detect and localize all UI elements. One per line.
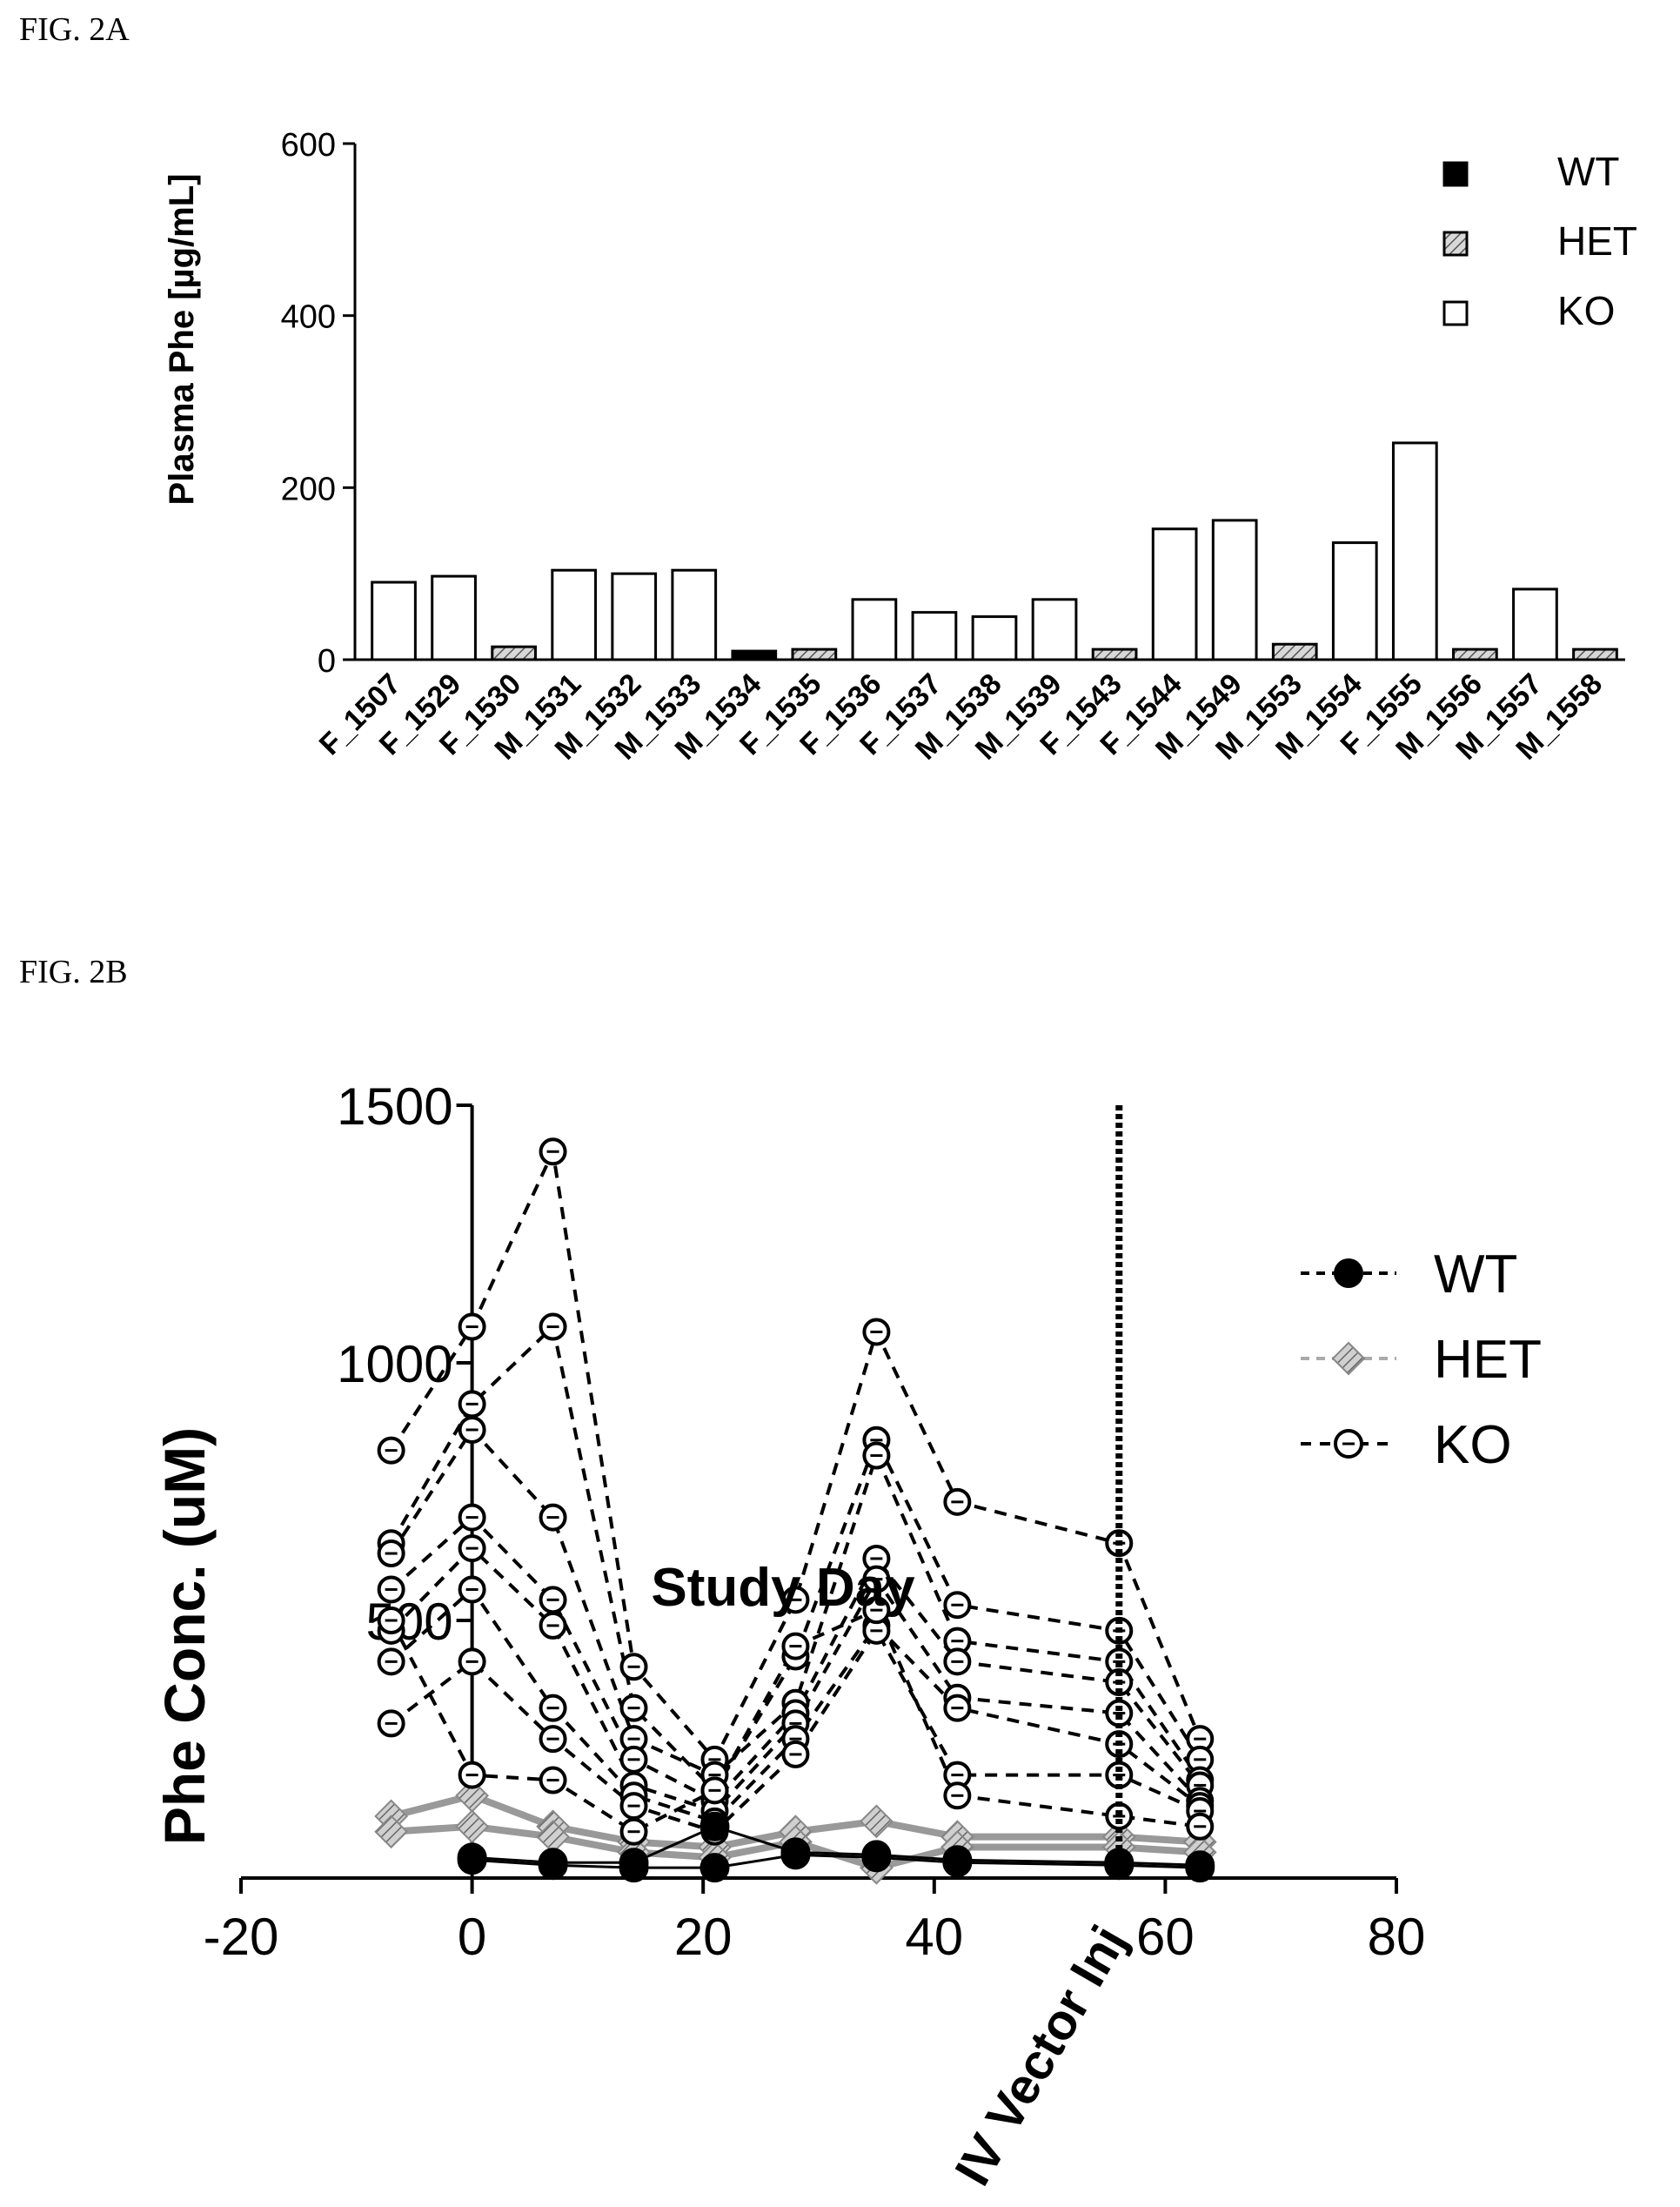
legend-swatch-wt [1442,161,1469,187]
het-point [455,1809,490,1844]
bar-m-1539 [1031,598,1078,661]
line-x-tick-label: 60 [1136,1908,1195,1966]
line-x-tick-label: -20 [204,1908,279,1966]
wt-point [457,1845,487,1875]
legend-label-ko: KO [1434,1415,1512,1475]
ko-series-line [390,1627,1201,1834]
bar-y-tick-label: 600 [281,127,336,164]
bar-f-1530 [491,645,537,661]
het-point [859,1804,894,1839]
figure-a-label: FIG. 2A [19,11,130,48]
ko-series-line [389,1426,1201,1781]
bar-y-tick-label: 0 [318,643,336,680]
legend-marker-wt [1334,1258,1363,1288]
legend-marker-het [1331,1341,1366,1376]
ko-series-line [390,1546,1201,1814]
wt-point [1185,1853,1215,1883]
legend-label-wt: WT [1557,149,1620,194]
legend-label-het: HET [1434,1330,1542,1390]
bar-f-1529 [431,574,477,661]
legend-label-het: HET [1557,218,1637,264]
wt-point [699,1853,730,1883]
figure-b-label: FIG. 2B [19,954,128,990]
bar-f-1544 [1151,527,1198,661]
bar-f-1543 [1091,647,1138,661]
bar-y-tick-label: 200 [281,471,336,507]
bar-f-1536 [851,598,898,661]
bar-m-1531 [551,568,598,661]
line-x-tick-label: 80 [1368,1908,1426,1966]
legend-label-wt: WT [1434,1244,1517,1305]
bar-m-1534 [731,649,778,661]
bar-y-axis-label: Plasma Phe [µg/mL] [163,174,201,506]
bar-f-1507 [371,580,417,661]
bar-y-tick-label: 400 [281,299,336,336]
line-x-tick-label: 40 [905,1908,963,1966]
bar-f-1537 [911,611,958,661]
wt-point [699,1811,730,1841]
wt-point [780,1840,811,1870]
line-y-tick-label: 1000 [337,1335,452,1393]
wt-point [619,1853,649,1883]
iv-injection-label: IV Vector Inj [944,1916,1137,2195]
bar-f-1555 [1391,441,1438,661]
line-legend: WT HET KO [1301,1244,1542,1475]
line-x-tick-label: 0 [458,1908,486,1966]
line-x-axis-label: Study Day [651,1558,915,1618]
line-y-axis-label: Phe Conc. (uM) [152,1427,217,1845]
bar-m-1558 [1572,647,1618,661]
bar-m-1549 [1211,519,1258,661]
het-point [374,1815,409,1849]
wt-point [538,1850,568,1881]
bar-m-1553 [1271,642,1318,661]
ko-series-line [389,1607,1201,1835]
bar-m-1554 [1331,541,1378,661]
het-series-line [391,1822,1201,1872]
wt-point [861,1842,892,1873]
legend-label-ko: KO [1557,288,1615,333]
bar-legend: WT HET KO [1442,149,1637,333]
legend-swatch-ko [1442,300,1469,326]
legend-swatch-het [1442,231,1469,257]
bar-m-1533 [671,568,718,661]
ko-series-line [390,1514,1201,1803]
ko-series-line [390,1586,1201,1824]
bar-f-1535 [791,647,838,661]
bar-m-1557 [1512,587,1558,661]
line-x-tick-label: 20 [674,1908,733,1966]
ko-series-line [389,1323,1201,1794]
bar-m-1532 [611,572,658,661]
wt-point [942,1848,973,1878]
ko-series-line [389,1145,1202,1763]
line-y-tick-label: 1500 [337,1077,452,1136]
bar-m-1556 [1452,647,1498,661]
bar-m-1538 [971,615,1018,661]
